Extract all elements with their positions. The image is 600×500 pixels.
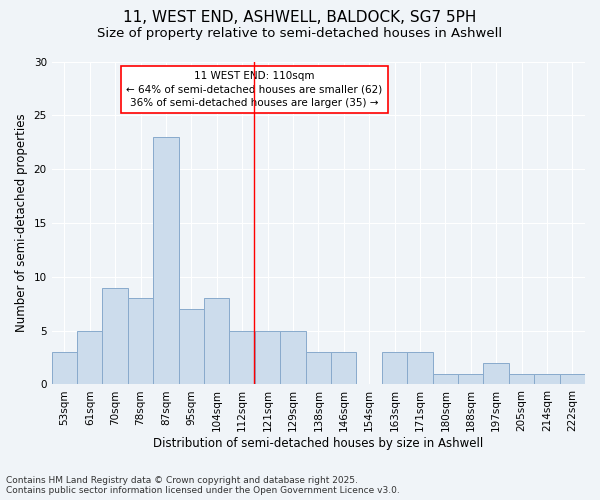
Bar — [407, 352, 433, 384]
Text: Contains HM Land Registry data © Crown copyright and database right 2025.
Contai: Contains HM Land Registry data © Crown c… — [6, 476, 400, 495]
Bar — [484, 363, 509, 384]
Bar — [153, 137, 179, 384]
Bar — [103, 288, 128, 384]
Bar — [305, 352, 331, 384]
Y-axis label: Number of semi-detached properties: Number of semi-detached properties — [15, 114, 28, 332]
Bar — [280, 330, 305, 384]
Bar — [229, 330, 255, 384]
Bar — [179, 309, 204, 384]
Bar — [77, 330, 103, 384]
Bar — [382, 352, 407, 384]
Bar — [128, 298, 153, 384]
Bar — [255, 330, 280, 384]
Text: 11 WEST END: 110sqm
← 64% of semi-detached houses are smaller (62)
36% of semi-d: 11 WEST END: 110sqm ← 64% of semi-detach… — [126, 71, 382, 108]
Bar — [331, 352, 356, 384]
Bar — [560, 374, 585, 384]
Bar — [534, 374, 560, 384]
X-axis label: Distribution of semi-detached houses by size in Ashwell: Distribution of semi-detached houses by … — [153, 437, 484, 450]
Text: Size of property relative to semi-detached houses in Ashwell: Size of property relative to semi-detach… — [97, 28, 503, 40]
Bar — [509, 374, 534, 384]
Bar — [204, 298, 229, 384]
Bar — [433, 374, 458, 384]
Bar — [458, 374, 484, 384]
Text: 11, WEST END, ASHWELL, BALDOCK, SG7 5PH: 11, WEST END, ASHWELL, BALDOCK, SG7 5PH — [124, 10, 476, 25]
Bar — [52, 352, 77, 384]
